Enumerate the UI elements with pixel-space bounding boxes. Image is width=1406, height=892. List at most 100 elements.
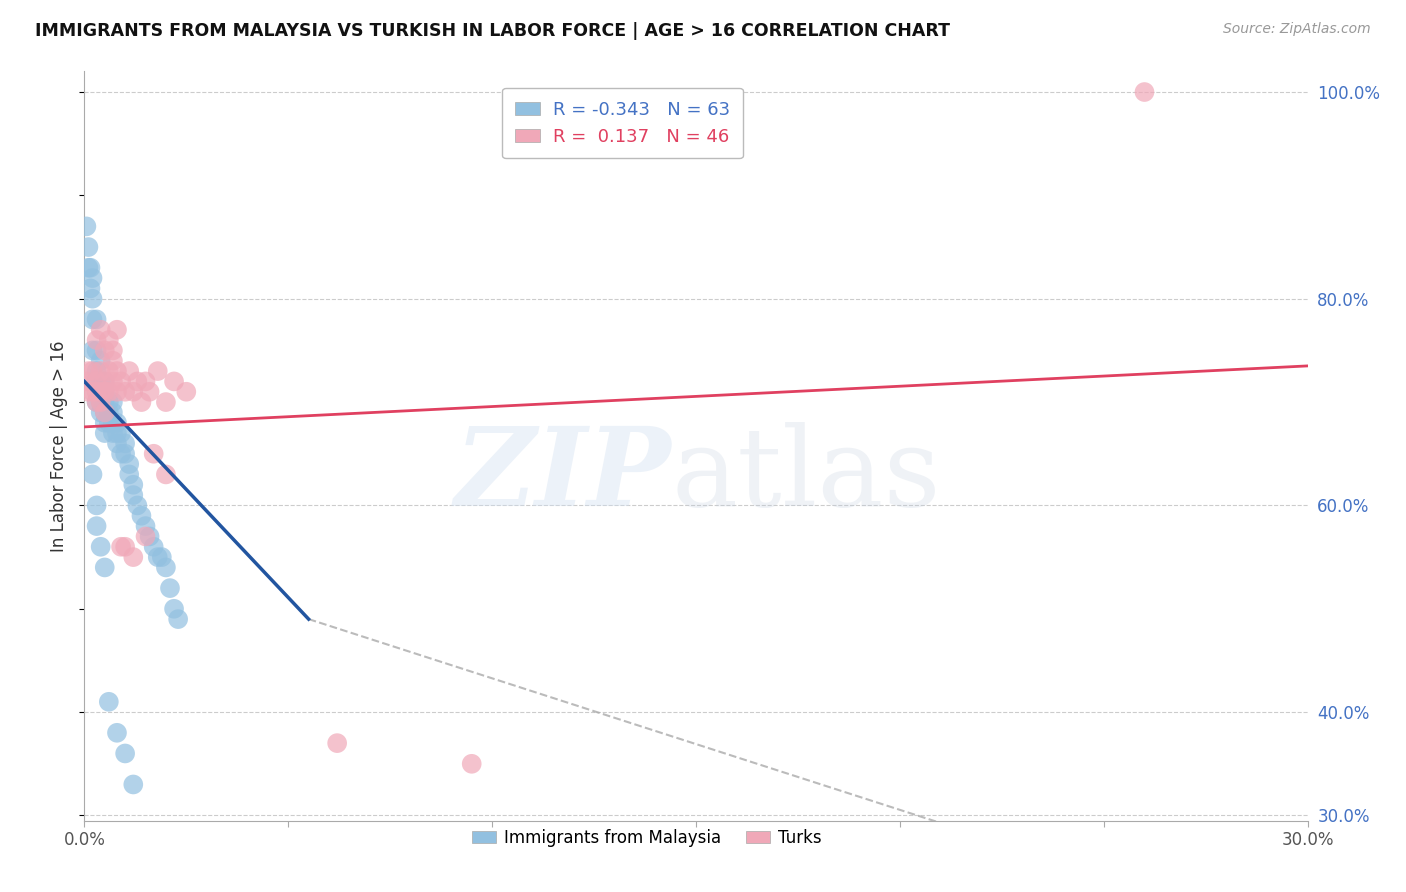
Point xyxy=(75,375,97,389)
Point xyxy=(114,384,136,399)
Point xyxy=(93,384,115,399)
Point xyxy=(146,550,169,565)
Point xyxy=(101,405,124,419)
Point xyxy=(86,364,108,378)
Point xyxy=(105,436,128,450)
Point xyxy=(174,384,197,399)
Point xyxy=(90,384,112,399)
Point xyxy=(118,364,141,378)
Point xyxy=(86,375,108,389)
Point xyxy=(159,581,181,595)
Point xyxy=(90,323,112,337)
Point xyxy=(101,395,124,409)
Y-axis label: In Labor Force | Age > 16: In Labor Force | Age > 16 xyxy=(51,340,69,552)
Point xyxy=(79,260,101,275)
Point xyxy=(82,271,104,285)
Point xyxy=(86,343,108,358)
Point xyxy=(135,375,157,389)
Point xyxy=(110,426,132,441)
Point xyxy=(93,375,115,389)
Point xyxy=(86,395,108,409)
Point xyxy=(97,416,120,430)
Point xyxy=(105,416,128,430)
Point xyxy=(105,726,128,740)
Point xyxy=(90,364,112,378)
Point xyxy=(77,240,100,254)
Point xyxy=(155,560,177,574)
Point xyxy=(97,364,120,378)
Point xyxy=(93,343,115,358)
Point xyxy=(131,395,153,409)
Point xyxy=(93,375,115,389)
Point xyxy=(86,499,108,513)
Text: Source: ZipAtlas.com: Source: ZipAtlas.com xyxy=(1223,22,1371,37)
Point xyxy=(93,416,115,430)
Point xyxy=(101,343,124,358)
Point xyxy=(105,323,128,337)
Point xyxy=(93,405,115,419)
Point xyxy=(101,416,124,430)
Point xyxy=(79,281,101,295)
Point xyxy=(131,508,153,523)
Text: IMMIGRANTS FROM MALAYSIA VS TURKISH IN LABOR FORCE | AGE > 16 CORRELATION CHART: IMMIGRANTS FROM MALAYSIA VS TURKISH IN L… xyxy=(35,22,950,40)
Point xyxy=(90,375,112,389)
Point xyxy=(142,540,165,554)
Point xyxy=(155,395,177,409)
Point xyxy=(93,426,115,441)
Point xyxy=(82,343,104,358)
Point xyxy=(118,467,141,482)
Point xyxy=(90,540,112,554)
Point xyxy=(461,756,484,771)
Point xyxy=(77,260,100,275)
Point xyxy=(82,364,104,378)
Point xyxy=(138,384,160,399)
Point xyxy=(114,747,136,761)
Point xyxy=(114,436,136,450)
Point xyxy=(1133,85,1156,99)
Point xyxy=(82,312,104,326)
Text: atlas: atlas xyxy=(672,423,941,530)
Point xyxy=(101,375,124,389)
Point xyxy=(86,384,108,399)
Point xyxy=(163,375,186,389)
Point xyxy=(110,540,132,554)
Point xyxy=(114,447,136,461)
Point xyxy=(82,384,104,399)
Point xyxy=(97,395,120,409)
Point xyxy=(122,477,145,491)
Point xyxy=(77,384,100,399)
Point xyxy=(75,219,97,234)
Point xyxy=(105,364,128,378)
Point xyxy=(77,364,100,378)
Point xyxy=(122,384,145,399)
Point xyxy=(122,777,145,791)
Point xyxy=(138,529,160,543)
Point xyxy=(122,488,145,502)
Point xyxy=(135,519,157,533)
Point xyxy=(118,457,141,471)
Point xyxy=(90,395,112,409)
Point xyxy=(127,375,149,389)
Point xyxy=(142,447,165,461)
Text: ZIP: ZIP xyxy=(456,422,672,530)
Point xyxy=(86,395,108,409)
Point xyxy=(101,353,124,368)
Point xyxy=(90,353,112,368)
Point xyxy=(82,292,104,306)
Point xyxy=(86,519,108,533)
Point xyxy=(86,312,108,326)
Point xyxy=(110,375,132,389)
Point xyxy=(110,447,132,461)
Point xyxy=(93,395,115,409)
Point xyxy=(326,736,349,750)
Point xyxy=(90,405,112,419)
Point xyxy=(105,426,128,441)
Point xyxy=(79,447,101,461)
Point xyxy=(122,550,145,565)
Point xyxy=(97,695,120,709)
Point xyxy=(105,384,128,399)
Point xyxy=(163,601,186,615)
Point xyxy=(114,540,136,554)
Point xyxy=(167,612,190,626)
Point xyxy=(127,499,149,513)
